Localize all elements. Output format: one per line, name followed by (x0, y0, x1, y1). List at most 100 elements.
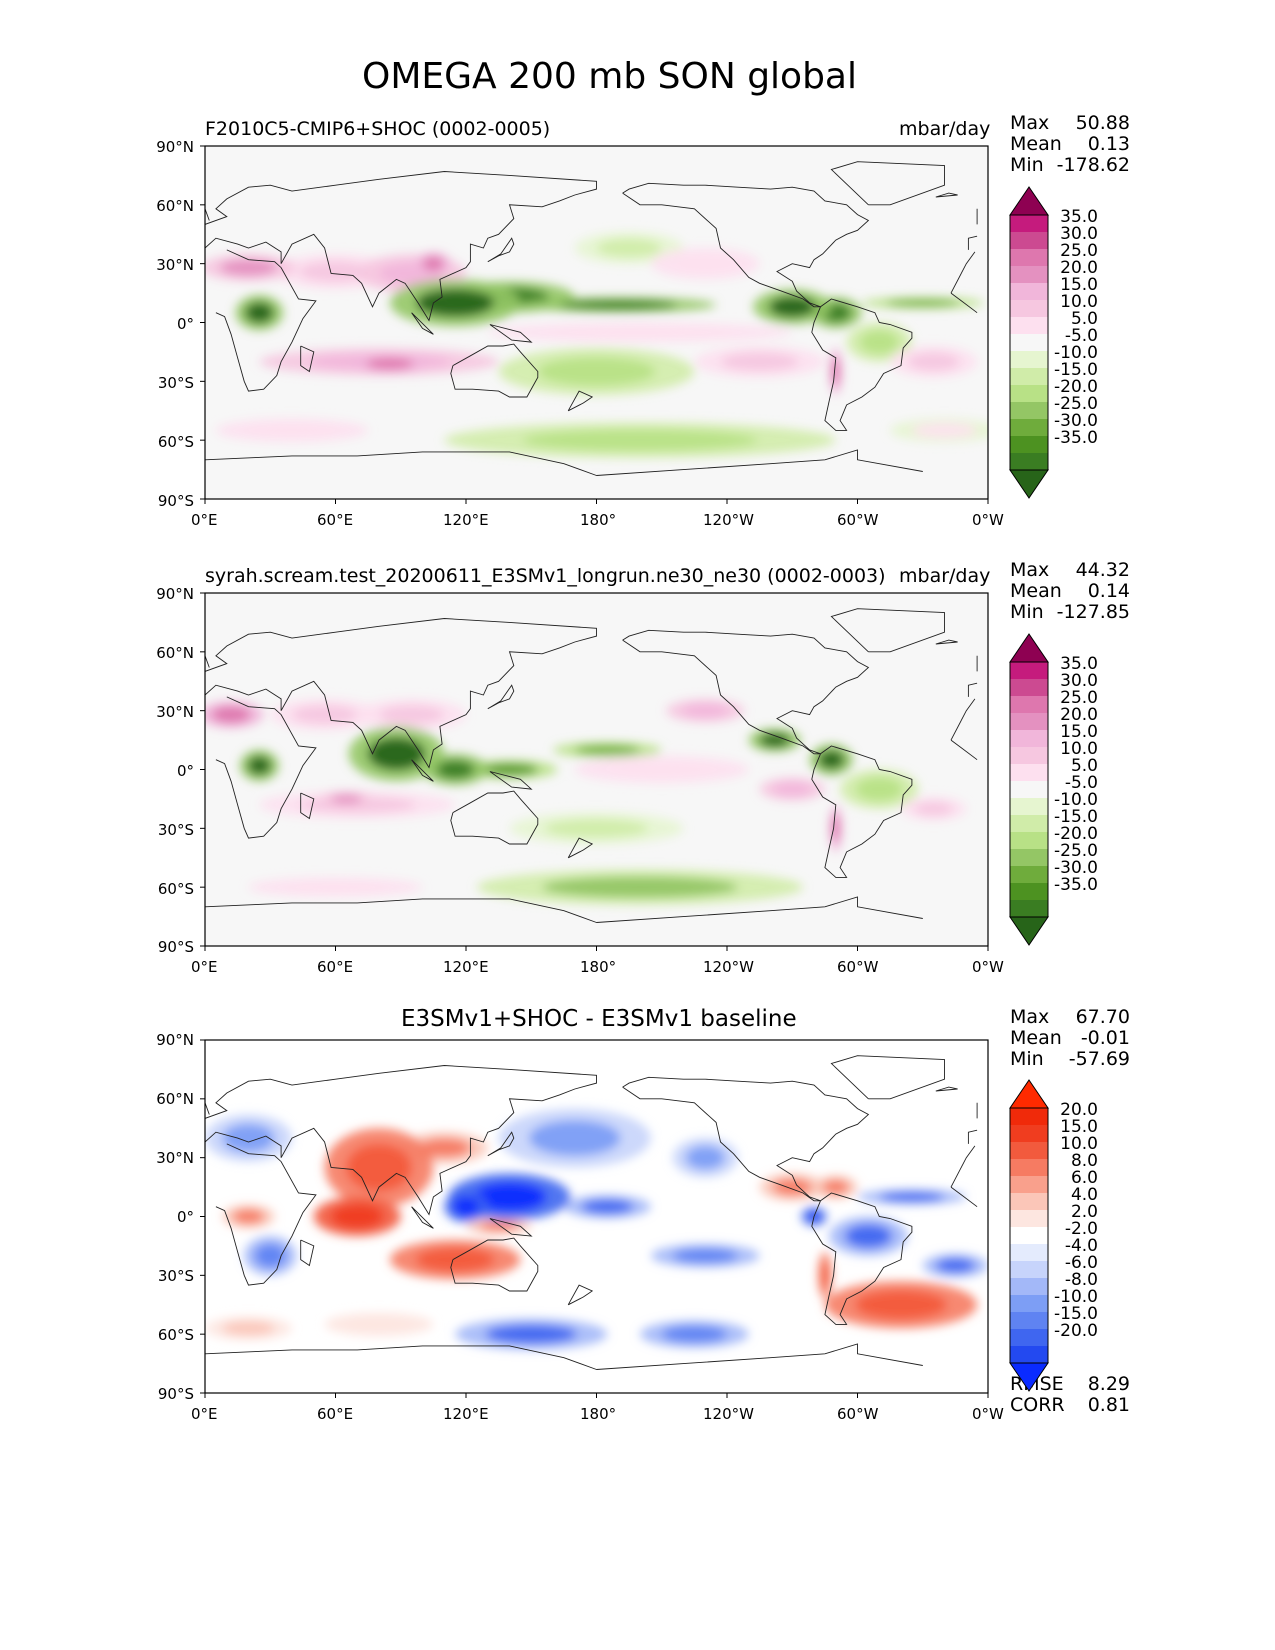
panel1-cbar-label: 35.0 (1060, 207, 1098, 227)
cbar-segment (1010, 215, 1048, 233)
coastline (300, 1239, 315, 1267)
field-core (211, 706, 251, 723)
field-core (247, 756, 272, 775)
panel3-xtick: 0°E (191, 1405, 218, 1423)
cbar-segment (1010, 781, 1048, 799)
coastline (487, 684, 515, 710)
cbar-segment (1010, 662, 1048, 680)
panel3-cbar-label: -8.0 (1064, 1270, 1098, 1290)
panel1-mean-value: 0.13 (1087, 133, 1130, 155)
coastline (489, 1218, 533, 1237)
field-core (222, 1321, 275, 1336)
panel1-cbar-label: -5.0 (1064, 326, 1098, 346)
coastline (205, 618, 978, 769)
panel2-xtick: 60°W (837, 958, 879, 976)
panel2-cbar-label: 5.0 (1070, 756, 1098, 776)
cbar-segment (1010, 334, 1048, 352)
coastline (300, 792, 315, 820)
panel1-cbar-label: 5.0 (1070, 309, 1098, 329)
panel2-cbar-label: 30.0 (1060, 671, 1098, 691)
panel1-xtick: 0°E (191, 511, 218, 529)
panel3-cbar-label: -20.0 (1054, 1321, 1098, 1341)
panel2-min-label: Min (1010, 601, 1044, 623)
field-core (859, 330, 899, 354)
panel3-mean-value: -0.01 (1080, 1027, 1130, 1049)
cbar-segment (1010, 436, 1048, 454)
cbar-segment (1010, 1261, 1048, 1279)
panel2-cbar-label: 25.0 (1060, 688, 1098, 708)
panel2-cbar-label: -35.0 (1054, 875, 1098, 895)
panel1-max-label: Max (1010, 112, 1050, 134)
coastline (622, 182, 870, 308)
field-core (911, 423, 978, 438)
cbar-segment (1010, 866, 1048, 884)
coastline (205, 896, 923, 923)
field-core (759, 733, 791, 748)
panel2-ytick: 30°S (157, 821, 194, 839)
panel3-cbar-label: 15.0 (1060, 1117, 1098, 1137)
cbar-segment (1010, 1278, 1048, 1296)
panel3-corr-label: CORR (1010, 1394, 1065, 1416)
panel2-max-label: Max (1010, 559, 1050, 581)
field-core (914, 801, 954, 816)
field-core (661, 1325, 727, 1343)
coastline (205, 1343, 923, 1370)
cbar-segment (1010, 1176, 1048, 1194)
panel1-cbar-label: -30.0 (1054, 411, 1098, 431)
panel2-xtick: 0°E (191, 958, 218, 976)
field-core (574, 745, 640, 755)
cbar-segment (1010, 730, 1048, 748)
field-core (855, 1290, 947, 1319)
cbar-segment (1010, 1227, 1048, 1245)
panel1-ytick: 90°S (157, 492, 194, 510)
cbar-extend-bottom (1009, 916, 1049, 946)
panel3-cbar-label: 6.0 (1070, 1168, 1098, 1188)
panel2-ytick: 60°S (157, 880, 194, 898)
cbar-segment (1010, 900, 1048, 918)
field-core (907, 352, 960, 372)
cbar-segment (1010, 419, 1048, 437)
panel1-xtick: 120°E (443, 511, 489, 529)
field-core (346, 1317, 412, 1332)
panel1-ytick: 90°N (156, 138, 194, 156)
panel1-cbar-label: 20.0 (1060, 258, 1098, 278)
coastline (205, 1065, 978, 1216)
panel1-cbar-label: 10.0 (1060, 292, 1098, 312)
field-core (435, 760, 475, 779)
panel3-cbar-label: -4.0 (1064, 1236, 1098, 1256)
cbar-segment (1010, 317, 1048, 335)
field-core (720, 352, 799, 372)
panel3-cbar-label: -2.0 (1064, 1219, 1098, 1239)
field-core (609, 761, 714, 778)
coastline (567, 837, 594, 859)
coastline (205, 449, 923, 476)
field-core (529, 1120, 621, 1156)
coastline (487, 1131, 515, 1157)
panel3-ytick: 90°N (156, 1031, 194, 1049)
field-core (485, 1324, 577, 1344)
coastline (935, 1086, 958, 1092)
panel1-xtick: 180° (580, 511, 617, 529)
cbar-segment (1010, 283, 1048, 301)
cbar-extend-bottom (1009, 469, 1049, 499)
panel1-ytick: 60°N (156, 197, 194, 215)
coastline (215, 249, 978, 392)
panel2-cbar-label: 35.0 (1060, 654, 1098, 674)
coastline (450, 343, 539, 398)
coastline (411, 759, 434, 782)
cbar-segment (1010, 1125, 1048, 1143)
cbar-segment (1010, 1295, 1048, 1313)
panel3-xtick: 60°W (837, 1405, 879, 1423)
coastline (622, 629, 870, 755)
panel3-cbar-label: 10.0 (1060, 1134, 1098, 1154)
field-core (331, 1204, 384, 1229)
coastline (935, 639, 958, 645)
panel1-ytick: 30°N (156, 256, 194, 274)
panel1-ytick: 0° (176, 315, 194, 333)
cbar-segment (1010, 747, 1048, 765)
panel1-cbar-label: -15.0 (1054, 360, 1098, 380)
panel2-min-value: -127.85 (1056, 601, 1130, 623)
coastline (205, 1102, 978, 1119)
panel2-cbar-label: 15.0 (1060, 722, 1098, 742)
panel2-cbar-label: -25.0 (1054, 841, 1098, 861)
